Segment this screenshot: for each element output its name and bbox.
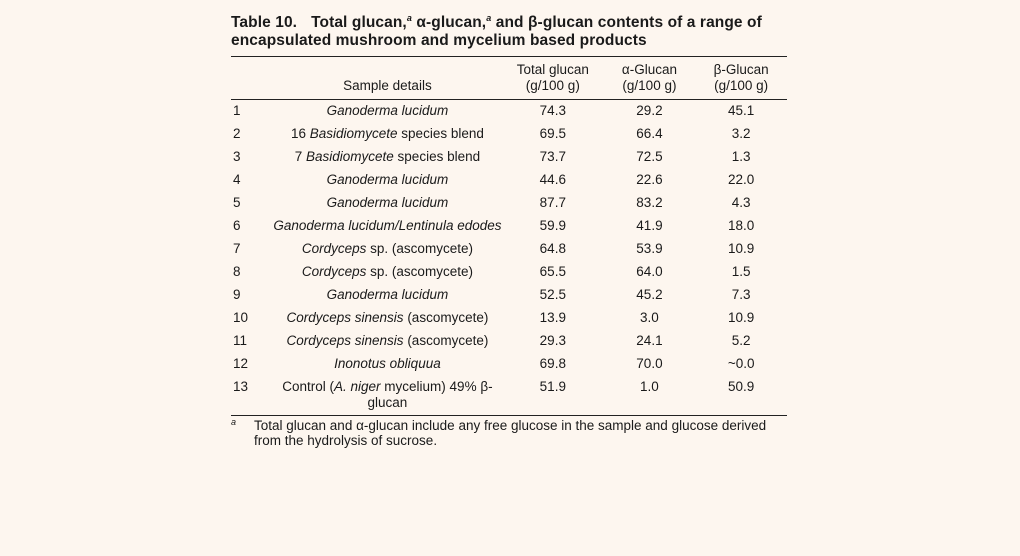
total-glucan-cell: 69.5 bbox=[539, 126, 566, 141]
alpha-glucan-cell: 29.2 bbox=[636, 103, 663, 118]
header-index bbox=[231, 57, 273, 100]
caption-footnote-mark-2: a bbox=[486, 12, 492, 23]
total-glucan-cell: 59.9 bbox=[539, 218, 566, 233]
row-index: 2 bbox=[233, 126, 241, 141]
alpha-glucan-cell: 3.0 bbox=[640, 310, 659, 325]
header-total-glucan: Total glucan (g/100 g) bbox=[516, 62, 589, 93]
beta-glucan-cell: 1.3 bbox=[731, 149, 751, 164]
total-glucan-cell: 65.5 bbox=[539, 264, 566, 279]
sample-cell: Ganoderma lucidum bbox=[326, 195, 449, 210]
alpha-glucan-cell: 72.5 bbox=[636, 149, 663, 164]
footnote-mark: a bbox=[231, 417, 237, 427]
beta-glucan-cell: 22.0 bbox=[728, 172, 755, 187]
footnote-text: Total glucan and α-glucan include any fr… bbox=[254, 418, 767, 448]
alpha-glucan-cell: 53.9 bbox=[636, 241, 663, 256]
glucan-table: Sample details Total glucan (g/100 g) α-G… bbox=[231, 56, 787, 416]
sample-cell: Ganoderma lucidum bbox=[326, 287, 449, 302]
row-index: 13 bbox=[233, 379, 249, 394]
beta-glucan-cell: 10.9 bbox=[728, 310, 755, 325]
sample-cell: Cordyceps sinensis (ascomycete) bbox=[286, 333, 489, 348]
total-glucan-cell: 74.3 bbox=[539, 103, 566, 118]
row-index: 9 bbox=[233, 287, 241, 302]
alpha-glucan-cell: 83.2 bbox=[636, 195, 663, 210]
table-row: 12 Inonotus obliquua 69.8 70.0 ~0.0 bbox=[231, 353, 787, 376]
beta-glucan-cell: 7.3 bbox=[731, 287, 751, 302]
caption-footnote-mark-1: a bbox=[406, 12, 412, 23]
table-row: 11 Cordyceps sinensis (ascomycete) 29.3 … bbox=[231, 330, 787, 353]
row-index: 8 bbox=[233, 264, 241, 279]
table-number: Table 10. bbox=[231, 14, 298, 31]
total-glucan-cell: 69.8 bbox=[539, 356, 566, 371]
caption-part-1: Total glucan, bbox=[311, 14, 407, 31]
row-index: 12 bbox=[233, 356, 249, 371]
table-row: 10 Cordyceps sinensis (ascomycete) 13.9 … bbox=[231, 307, 787, 330]
sample-cell: 7 Basidiomycete species blend bbox=[294, 149, 481, 164]
sample-cell: Inonotus obliquua bbox=[334, 356, 441, 371]
alpha-glucan-cell: 64.0 bbox=[636, 264, 663, 279]
sample-cell: Cordyceps sp. (ascomycete) bbox=[301, 241, 473, 256]
sample-cell: 16 Basidiomycete species blend bbox=[290, 126, 484, 141]
header-alpha-glucan: α-Glucan (g/100 g) bbox=[621, 62, 677, 93]
row-index: 5 bbox=[233, 195, 241, 210]
beta-glucan-cell: 18.0 bbox=[728, 218, 755, 233]
beta-glucan-cell: 3.2 bbox=[731, 126, 751, 141]
sample-cell: Ganoderma lucidum bbox=[326, 103, 449, 118]
table-footnote: a Total glucan and α-glucan include any … bbox=[231, 417, 787, 448]
row-index: 6 bbox=[233, 218, 241, 233]
table-row: 7 Cordyceps sp. (ascomycete) 64.8 53.9 1… bbox=[231, 238, 787, 261]
total-glucan-cell: 52.5 bbox=[539, 287, 566, 302]
alpha-glucan-cell: 66.4 bbox=[636, 126, 663, 141]
alpha-glucan-cell: 1.0 bbox=[640, 379, 659, 394]
header-beta-glucan: β-Glucan (g/100 g) bbox=[713, 62, 769, 93]
sample-cell: Ganoderma lucidum bbox=[326, 172, 449, 187]
table-row: 13 Control (A. niger mycelium) 49% β-glu… bbox=[231, 376, 787, 416]
alpha-glucan-cell: 22.6 bbox=[636, 172, 663, 187]
sample-cell: Cordyceps sinensis (ascomycete) bbox=[286, 310, 489, 325]
beta-glucan-cell: 1.5 bbox=[731, 264, 751, 279]
beta-glucan-cell: 10.9 bbox=[728, 241, 755, 256]
sample-cell: Control (A. niger mycelium) 49% β-glucan bbox=[282, 379, 493, 410]
table-row: 8 Cordyceps sp. (ascomycete) 65.5 64.0 1… bbox=[231, 261, 787, 284]
table-container: Table 10. Total glucan,a α-glucan,a and β… bbox=[231, 12, 787, 448]
table-row: 9 Ganoderma lucidum 52.5 45.2 7.3 bbox=[231, 284, 787, 307]
table-row: 4 Ganoderma lucidum 44.6 22.6 22.0 bbox=[231, 169, 787, 192]
alpha-glucan-cell: 24.1 bbox=[636, 333, 663, 348]
row-index: 10 bbox=[233, 310, 249, 325]
header-row: Sample details Total glucan (g/100 g) α-G… bbox=[231, 56, 787, 100]
row-index: 11 bbox=[233, 333, 248, 348]
beta-glucan-cell: 4.3 bbox=[731, 195, 751, 210]
beta-glucan-cell: 5.2 bbox=[731, 333, 751, 348]
alpha-glucan-cell: 41.9 bbox=[636, 218, 663, 233]
total-glucan-cell: 44.6 bbox=[539, 172, 566, 187]
table-row: 2 16 Basidiomycete species blend 69.5 66… bbox=[231, 123, 787, 146]
total-glucan-cell: 51.9 bbox=[539, 379, 566, 394]
total-glucan-cell: 29.3 bbox=[539, 333, 566, 348]
caption-part-2: α-glucan, bbox=[411, 14, 487, 31]
total-glucan-cell: 13.9 bbox=[539, 310, 566, 325]
beta-glucan-cell: 45.1 bbox=[728, 103, 755, 118]
sample-cell: Ganoderma lucidum/Lentinula edodes bbox=[273, 218, 502, 233]
total-glucan-cell: 64.8 bbox=[539, 241, 566, 256]
header-sample: Sample details bbox=[343, 78, 432, 93]
row-index: 4 bbox=[233, 172, 241, 187]
alpha-glucan-cell: 45.2 bbox=[636, 287, 663, 302]
row-index: 7 bbox=[233, 241, 241, 256]
table-row: 1 Ganoderma lucidum 74.3 29.2 45.1 bbox=[231, 100, 787, 124]
row-index: 3 bbox=[233, 149, 241, 164]
table-caption: Table 10. Total glucan,a α-glucan,a and β… bbox=[231, 12, 787, 50]
alpha-glucan-cell: 70.0 bbox=[636, 356, 663, 371]
sample-cell: Cordyceps sp. (ascomycete) bbox=[301, 264, 473, 279]
total-glucan-cell: 73.7 bbox=[539, 149, 566, 164]
total-glucan-cell: 87.7 bbox=[539, 195, 566, 210]
table-row: 5 Ganoderma lucidum 87.7 83.2 4.3 bbox=[231, 192, 787, 215]
beta-glucan-cell: ~0.0 bbox=[727, 356, 755, 371]
table-row: 3 7 Basidiomycete species blend 73.7 72.… bbox=[231, 146, 787, 169]
row-index: 1 bbox=[233, 103, 241, 118]
beta-glucan-cell: 50.9 bbox=[728, 379, 755, 394]
caption-part-3: and β-glucan contents of a range of enca… bbox=[231, 14, 762, 49]
table-row: 6 Ganoderma lucidum/Lentinula edodes 59.… bbox=[231, 215, 787, 238]
